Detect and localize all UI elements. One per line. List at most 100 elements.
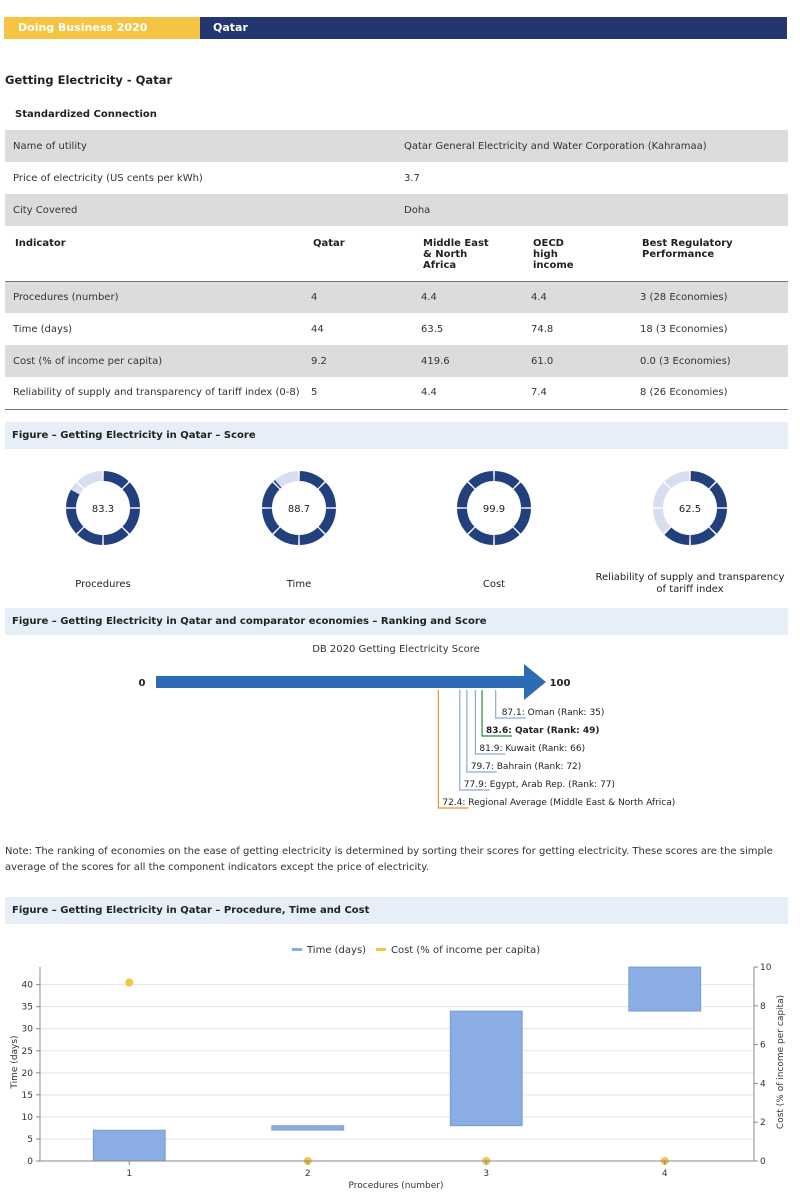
cell: Reliability of supply and transparency o… (13, 387, 300, 399)
col-header-oecd: OECD high income (523, 232, 632, 282)
ranking-axis-min: 0 (139, 678, 146, 689)
table-row: Reliability of supply and transparency o… (5, 377, 788, 409)
ranking-entry-label: 72.4: Regional Average (Middle East & No… (442, 798, 675, 808)
ranking-entry-label: 83.6: Qatar (Rank: 49) (486, 726, 600, 736)
cell: Procedures (number) (5, 281, 303, 313)
donut-segment-filled (273, 527, 299, 545)
cell: 419.6 (413, 345, 523, 377)
table-row: Time (days) 44 63.5 74.8 18 (3 Economies… (5, 313, 788, 345)
table-row: Name of utility Qatar General Electricit… (5, 130, 788, 162)
cell: 5 (311, 387, 318, 399)
donut-segment-filled (664, 527, 690, 545)
cell: 0.0 (3 Economies) (632, 345, 788, 377)
donut-segment-filled (457, 482, 475, 508)
donut-segment-filled (513, 508, 531, 534)
x-tick-label: 1 (126, 1169, 132, 1179)
ranking-entry-label: 87.1: Oman (Rank: 35) (502, 708, 605, 718)
col-header-best: Best Regulatory Performance (632, 232, 788, 282)
x-tick-label: 2 (305, 1169, 311, 1179)
donut-segment-empty (274, 471, 299, 488)
cell: 4.4 (523, 281, 632, 313)
y-tick-label: 25 (22, 1047, 33, 1057)
donut-segment-filled (494, 527, 520, 545)
donut-segment-filled (262, 508, 280, 534)
col-header-indicator: Indicator (5, 232, 303, 282)
cell: 74.8 (531, 323, 554, 335)
cell: 18 (3 Economies) (640, 323, 728, 335)
donut-segment-filled (468, 471, 494, 489)
indicator-header-row: Indicator Qatar Middle East & North Afri… (5, 232, 788, 282)
figure-score-header: Figure – Getting Electricity in Qatar – … (5, 422, 788, 449)
utility-label: Name of utility (5, 130, 396, 162)
ranking-chart-title: DB 2020 Getting Electricity Score (312, 644, 480, 655)
col-header-mena: Middle East & North Africa (413, 232, 523, 282)
col-header-qatar: Qatar (303, 232, 413, 282)
donut-reliability: 62.5 Reliability of supply and transpare… (590, 466, 790, 596)
y-tick-label: 5 (27, 1135, 33, 1145)
donut-chart: 88.7 (262, 471, 336, 545)
y2-tick-label: 10 (760, 963, 772, 973)
ranking-entries: 87.1: Oman (Rank: 35) 83.6: Qatar (Rank: … (437, 690, 675, 809)
ranking-entry-label: 77.9: Egypt, Arab Rep. (Rank: 77) (464, 780, 615, 790)
cell: Cost (% of income per capita) (5, 345, 303, 377)
ranking-leader-line (474, 690, 506, 755)
cell: 4.4 (413, 281, 523, 313)
donut-label: Time (286, 579, 312, 590)
donut-cost: 99.9 Cost (399, 466, 589, 591)
city-label: City Covered (5, 194, 396, 226)
donut-segment-filled (709, 482, 727, 508)
donut-segment-filled (66, 508, 84, 534)
donut-segment-filled (103, 527, 129, 545)
y-tick-label: 0 (27, 1157, 33, 1167)
donut-segment-empty (653, 482, 671, 508)
legend-swatch-cost (376, 948, 386, 951)
legend-cost: Cost (% of income per capita) (391, 945, 540, 956)
donut-value: 99.9 (483, 504, 505, 515)
arrow-shaft (156, 676, 526, 688)
donut-segment-filled (299, 527, 325, 545)
ranking-note: Note: The ranking of economies on the ea… (5, 846, 773, 873)
y2-axis-label: Cost (% of income per capita) (776, 995, 786, 1129)
donut-segment-filled (468, 527, 494, 545)
donut-segment-filled (122, 482, 140, 508)
donut-segment-filled (66, 489, 80, 508)
y2-tick-label: 8 (760, 1002, 766, 1012)
donut-label: Reliability of supply and transparency o… (595, 572, 785, 595)
legend-time: Time (days) (306, 945, 366, 956)
y-tick-label: 30 (22, 1025, 34, 1035)
donut-segment-filled (709, 508, 727, 534)
ranking-leader-line (495, 690, 526, 719)
table-row: Cost (% of income per capita) 9.2 419.6 … (5, 345, 788, 377)
banner-report-title: Doing Business 2020 (4, 17, 200, 39)
banner-economy: Qatar (200, 17, 787, 39)
standardized-connection-table: Standardized Connection Name of utility … (5, 98, 788, 226)
donut-segment-filled (690, 527, 716, 545)
x-tick-label: 3 (483, 1169, 489, 1179)
donut-segment-filled (318, 508, 336, 534)
donut-segment-filled (690, 471, 716, 489)
figure-ptc-header: Figure – Getting Electricity in Qatar – … (5, 897, 788, 924)
standardized-connection-header: Standardized Connection (15, 108, 157, 120)
table-row: Procedures (number) 4 4.4 4.4 3 (28 Econ… (5, 281, 788, 313)
donut-segment-filled (77, 527, 103, 545)
arrow-head (524, 664, 546, 700)
y-tick-label: 40 (22, 981, 34, 991)
cell: 8 (26 Economies) (640, 387, 728, 399)
cell: 7.4 (531, 387, 547, 399)
donut-segment-filled (457, 508, 475, 534)
procedure-time-cost-chart: Time (days) Cost (% of income per capita… (10, 945, 786, 1191)
y-axis-label: Time (days) (10, 1035, 20, 1089)
ranking-leader-line (466, 690, 497, 773)
ranking-entry-label: 81.9: Kuwait (Rank: 66) (479, 744, 585, 754)
y-tick-label: 20 (22, 1069, 34, 1079)
donut-chart: 62.5 (653, 471, 727, 545)
top-banner: Doing Business 2020 Qatar (4, 17, 787, 39)
donut-segment-empty (664, 471, 690, 489)
donut-segment-filled (299, 471, 325, 489)
y2-tick-label: 2 (760, 1118, 766, 1128)
time-bar (271, 1125, 345, 1131)
donut-value: 83.3 (92, 504, 114, 515)
donut-value: 62.5 (679, 504, 701, 515)
donut-segment-filled (513, 482, 531, 508)
cell: Time (days) (13, 323, 73, 335)
